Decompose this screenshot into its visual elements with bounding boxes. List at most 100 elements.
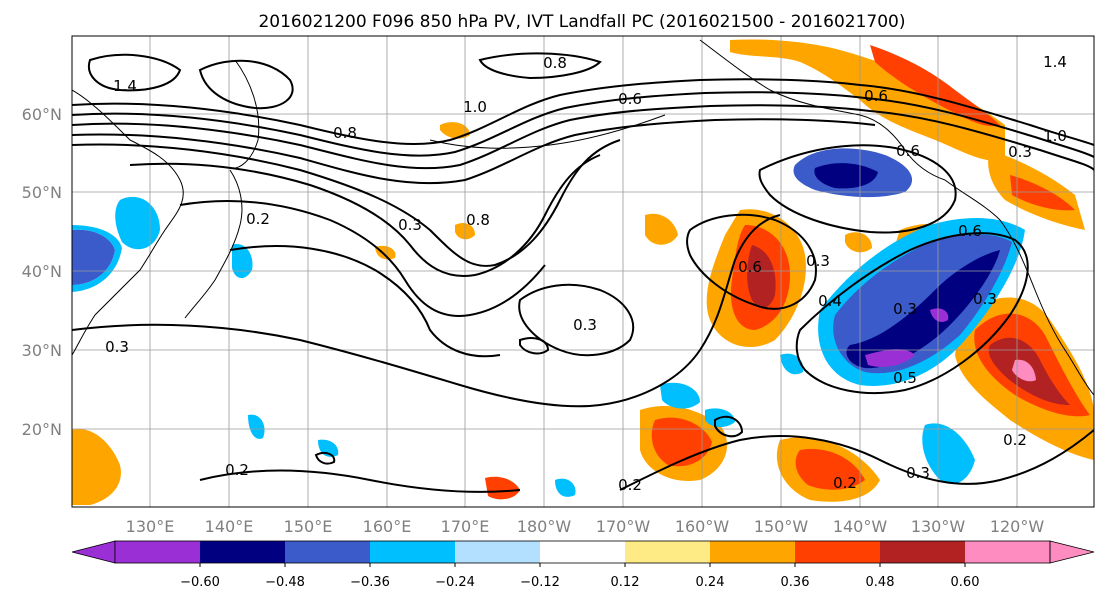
contour-line bbox=[619, 429, 1094, 491]
colorbar-segment bbox=[455, 541, 541, 563]
contour-line bbox=[229, 245, 501, 358]
anomaly-negative-kamchatka bbox=[115, 196, 160, 250]
contour-label: 0.3 bbox=[906, 464, 930, 482]
longitude-tick-label: 120°W bbox=[990, 517, 1045, 536]
contour-label: 0.3 bbox=[806, 252, 830, 270]
contour-label: 0.2 bbox=[833, 474, 857, 492]
longitude-tick-label: 130°W bbox=[911, 517, 966, 536]
colorbar bbox=[71, 540, 1095, 564]
contour-line bbox=[314, 452, 336, 465]
contour-label: 0.6 bbox=[958, 222, 982, 240]
contour-label: 0.3 bbox=[973, 290, 997, 308]
anomaly-negative-japan-sea-edge bbox=[72, 225, 122, 292]
colorbar-tick-label: −0.12 bbox=[520, 575, 560, 590]
anomaly-negative-gulf-alaska-core bbox=[814, 163, 878, 189]
anomaly-negative-east-pacific-peak-2 bbox=[930, 308, 949, 322]
coastline-north-america bbox=[944, 179, 1094, 396]
contour-label: 0.3 bbox=[105, 338, 129, 356]
longitude-tick-label: 170°W bbox=[596, 517, 651, 536]
colorbar-tick-label: 0.36 bbox=[781, 575, 810, 590]
contour-line bbox=[72, 139, 621, 267]
anomaly-positive-south-small bbox=[485, 476, 520, 500]
anomaly-negative-japan bbox=[232, 244, 253, 279]
colorbar-segment bbox=[625, 541, 711, 563]
anomaly-negative-small-7 bbox=[780, 353, 804, 375]
colorbar-extend-high bbox=[1049, 540, 1095, 564]
latitude-tick-label: 40°N bbox=[22, 262, 62, 281]
map-frame bbox=[71, 35, 1095, 508]
contour-line bbox=[714, 415, 744, 438]
colorbar-tick-label: 0.24 bbox=[696, 575, 725, 590]
contour-label: 0.3 bbox=[398, 216, 422, 234]
contour-label: 0.6 bbox=[896, 142, 920, 160]
latitude-tick-label: 30°N bbox=[22, 341, 62, 360]
coastline-kamchatka bbox=[229, 59, 260, 169]
longitude-tick-label: 130°E bbox=[126, 517, 175, 536]
contour-label: 1.4 bbox=[1043, 53, 1067, 71]
contour-line bbox=[179, 200, 546, 317]
anomaly-negative-small-4 bbox=[555, 478, 576, 497]
anomaly-positive-small-4 bbox=[845, 232, 872, 253]
contour-label: 0.6 bbox=[864, 87, 888, 105]
contour-label: 0.3 bbox=[893, 300, 917, 318]
longitude-axis: 130°E 140°E 150°E 160°E 170°E 180°W 170°W 160°W… bbox=[126, 517, 1045, 536]
contour-line bbox=[72, 214, 781, 408]
contour-line bbox=[199, 469, 521, 493]
contour-line bbox=[87, 53, 182, 92]
contour-line bbox=[129, 154, 601, 277]
longitude-tick-label: 170°E bbox=[441, 517, 490, 536]
longitude-tick-label: 160°E bbox=[363, 517, 412, 536]
anomaly-negative-small-3 bbox=[922, 423, 975, 484]
contour-line bbox=[72, 78, 1094, 146]
contour-line bbox=[72, 118, 876, 185]
pv-contours bbox=[72, 52, 1094, 493]
anomaly-negative-small-1 bbox=[660, 382, 700, 409]
colorbar-segment bbox=[965, 541, 1051, 563]
contour-line bbox=[478, 52, 602, 80]
contour-label: 1.0 bbox=[1043, 127, 1067, 145]
contour-line bbox=[72, 91, 1094, 158]
longitude-tick-label: 160°W bbox=[675, 517, 730, 536]
figure-title: 2016021200 F096 850 hPa PV, IVT Landfall… bbox=[258, 12, 905, 32]
colorbar-tick-label: 0.60 bbox=[951, 575, 980, 590]
colorbar-tick-label: −0.36 bbox=[350, 575, 390, 590]
colorbar-tick-label: −0.24 bbox=[435, 575, 475, 590]
colorbar-segment bbox=[540, 541, 626, 563]
colorbar-extend-low bbox=[71, 540, 116, 564]
contour-line bbox=[519, 337, 550, 355]
latitude-tick-label: 50°N bbox=[22, 183, 62, 202]
anomaly-positive-central-pacific-max bbox=[747, 245, 776, 308]
coastline-alaska bbox=[699, 39, 946, 181]
contour-label: 0.5 bbox=[893, 369, 917, 387]
contour-label: 0.2 bbox=[618, 476, 642, 494]
anomaly-negative-east-pacific-peak bbox=[865, 349, 915, 367]
contour-label: 0.8 bbox=[333, 124, 357, 142]
latitude-tick-label: 20°N bbox=[22, 420, 62, 439]
contour-label: 0.3 bbox=[573, 316, 597, 334]
contour-label: 0.2 bbox=[225, 461, 249, 479]
anomaly-positive-southeast-peak bbox=[1012, 359, 1036, 382]
latitude-axis: 60°N 50°N 40°N 30°N 20°N bbox=[22, 105, 62, 439]
contour-label: 0.8 bbox=[543, 54, 567, 72]
colorbar-segment bbox=[710, 541, 796, 563]
colorbar-tick-label: −0.60 bbox=[180, 575, 220, 590]
longitude-tick-label: 140°W bbox=[833, 517, 888, 536]
longitude-tick-label: 150°W bbox=[754, 517, 809, 536]
colorbar-tick-label: −0.48 bbox=[265, 575, 305, 590]
contour-label: 0.6 bbox=[618, 90, 642, 108]
coastline-asia bbox=[72, 89, 184, 356]
colorbar-segment bbox=[795, 541, 881, 563]
contour-label: 1.4 bbox=[113, 77, 137, 95]
contour-label: 1.0 bbox=[463, 98, 487, 116]
coastline-japan bbox=[184, 169, 243, 319]
anomaly-positive-south-central-core bbox=[795, 449, 865, 490]
contour-line bbox=[686, 213, 817, 310]
anomaly-positive-small-3 bbox=[440, 122, 470, 139]
anomaly-positive-small-1 bbox=[645, 213, 678, 245]
contour-line bbox=[198, 59, 294, 110]
anomaly-positive-southwest-corner bbox=[72, 429, 121, 505]
colorbar-frame bbox=[114, 540, 1051, 564]
anomaly-negative-small-5 bbox=[248, 414, 265, 439]
contour-line bbox=[795, 232, 1029, 395]
